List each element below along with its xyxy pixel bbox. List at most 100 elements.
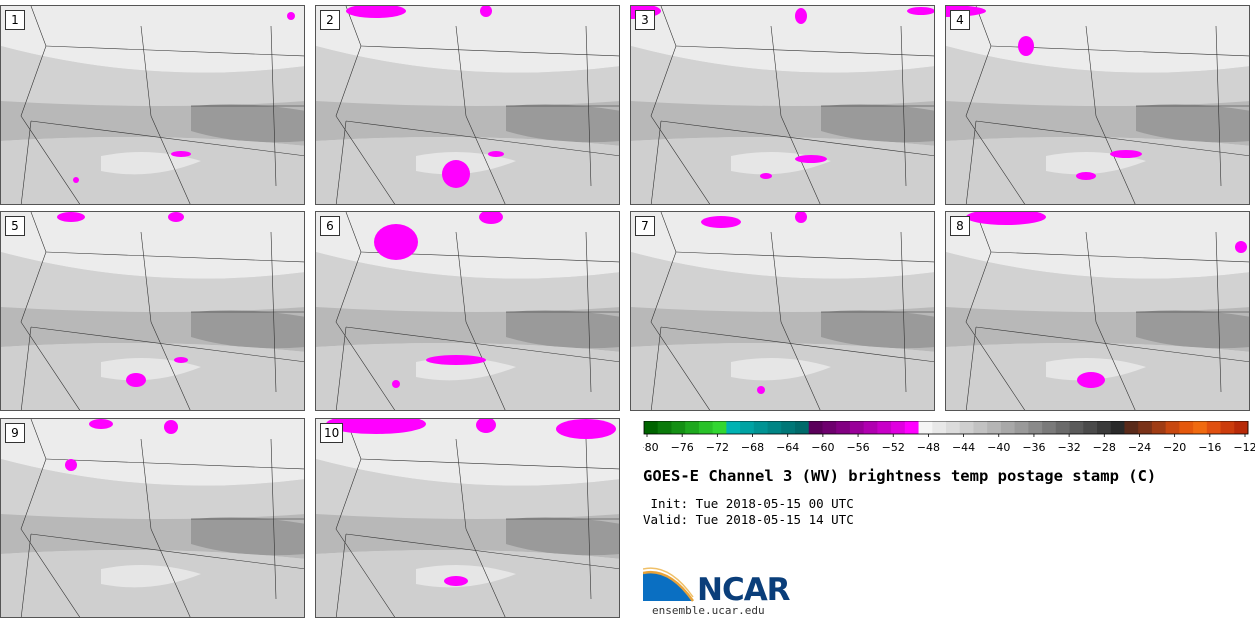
colorbar-tick-label: −64 — [776, 441, 799, 454]
colorbar-segment — [863, 421, 878, 434]
colorbar-segment — [767, 421, 782, 434]
valid-time: Valid: Tue 2018-05-15 14 UTC — [643, 512, 854, 527]
cold-cloud-region — [442, 160, 470, 188]
panel-map — [316, 419, 619, 617]
member-label: 3 — [635, 10, 655, 30]
colorbar-segment — [822, 421, 837, 434]
cold-cloud-region — [444, 576, 468, 586]
colorbar-segment — [1220, 421, 1235, 434]
colorbar-tick-label: −28 — [1093, 441, 1116, 454]
colorbar-segment — [795, 421, 810, 434]
cold-cloud-region — [795, 8, 807, 24]
colorbar-tick-label: −76 — [671, 441, 694, 454]
cold-cloud-region — [479, 212, 503, 224]
member-label: 9 — [5, 423, 25, 443]
colorbar-segment — [644, 421, 659, 434]
colorbar-segment — [1014, 421, 1029, 434]
colorbar-segment — [1151, 421, 1167, 434]
colorbar: −80−76−72−68−64−60−56−52−48−44−40−36−32−… — [643, 421, 1255, 454]
cold-cloud-region — [326, 419, 426, 434]
cold-cloud-region — [57, 212, 85, 222]
site-url: ensemble.ucar.edu — [652, 604, 765, 617]
cold-cloud-region — [1110, 150, 1142, 158]
colorbar-segment — [1165, 421, 1180, 434]
colorbar-segment — [959, 421, 974, 434]
cold-cloud-region — [488, 151, 504, 157]
cold-cloud-region — [757, 386, 765, 394]
colorbar-segment — [918, 421, 933, 434]
colorbar-tick-label: −48 — [917, 441, 940, 454]
colorbar-segment — [1234, 421, 1249, 434]
member-label: 2 — [320, 10, 340, 30]
member-panel: 4 — [945, 5, 1250, 205]
colorbar-segment — [1110, 421, 1125, 434]
cold-cloud-region — [556, 419, 616, 439]
panel-map — [1, 419, 304, 617]
cold-cloud-region — [760, 173, 772, 179]
member-label: 1 — [5, 10, 25, 30]
panel-map — [946, 6, 1249, 204]
colorbar-segment — [753, 421, 768, 434]
cold-cloud-region — [171, 151, 191, 157]
member-panel: 5 — [0, 211, 305, 411]
cold-cloud-region — [476, 419, 496, 433]
cold-cloud-region — [1235, 241, 1247, 253]
colorbar-tick-label: −12 — [1233, 441, 1255, 454]
cold-cloud-region — [966, 212, 1046, 225]
colorbar-segment — [657, 421, 672, 434]
cold-cloud-region — [1076, 172, 1096, 180]
cold-cloud-region — [480, 6, 492, 17]
colorbar-tick-label: −44 — [952, 441, 975, 454]
colorbar-segment — [781, 421, 796, 434]
member-panel: 9 — [0, 418, 305, 618]
colorbar-tick-label: −16 — [1198, 441, 1221, 454]
cold-cloud-region — [168, 212, 184, 222]
cold-cloud-region — [1018, 36, 1034, 56]
cold-cloud-region — [795, 212, 807, 223]
panel-map — [946, 212, 1249, 410]
colorbar-tick-label: −20 — [1163, 441, 1186, 454]
colorbar-segment — [904, 421, 919, 434]
cold-cloud-region — [346, 6, 406, 18]
colorbar-segment — [836, 421, 851, 434]
cold-cloud-region — [287, 12, 295, 20]
colorbar-tick-label: −24 — [1128, 441, 1151, 454]
colorbar-segment — [1069, 421, 1084, 434]
colorbar-segment — [891, 421, 906, 434]
member-panel: 8 — [945, 211, 1250, 411]
colorbar-segment — [1000, 421, 1016, 434]
colorbar-segment — [1055, 421, 1070, 434]
cold-cloud-region — [164, 420, 178, 434]
colorbar-segment — [849, 421, 865, 434]
cold-cloud-region — [701, 216, 741, 228]
cold-cloud-region — [1077, 372, 1105, 388]
member-label: 8 — [950, 216, 970, 236]
colorbar-segment — [973, 421, 988, 434]
ncar-logo-icon — [643, 563, 695, 603]
colorbar-tick-label: −52 — [882, 441, 905, 454]
cold-cloud-region — [795, 155, 827, 163]
member-panel: 6 — [315, 211, 620, 411]
colorbar-tick-label: −56 — [846, 441, 869, 454]
colorbar-segment — [1042, 421, 1057, 434]
colorbar-tick-label: −36 — [1022, 441, 1045, 454]
colorbar-segment — [1124, 421, 1139, 434]
member-label: 10 — [320, 423, 344, 443]
colorbar-tick-label: −32 — [1058, 441, 1081, 454]
colorbar-segment — [685, 421, 700, 434]
panel-map — [631, 212, 934, 410]
colorbar-tick-label: −80 — [643, 441, 659, 454]
colorbar-tick-label: −40 — [987, 441, 1010, 454]
colorbar-segment — [877, 421, 892, 434]
cold-cloud-region — [126, 373, 146, 387]
member-panel: 1 — [0, 5, 305, 205]
colorbar-segment — [712, 421, 727, 434]
member-label: 4 — [950, 10, 970, 30]
colorbar-segment — [1193, 421, 1208, 434]
member-panel: 2 — [315, 5, 620, 205]
member-label: 5 — [5, 216, 25, 236]
ncar-logo-text: NCAR — [697, 572, 791, 608]
colorbar-segment — [698, 421, 714, 434]
colorbar-segment — [1083, 421, 1098, 434]
cold-cloud-region — [174, 357, 188, 363]
